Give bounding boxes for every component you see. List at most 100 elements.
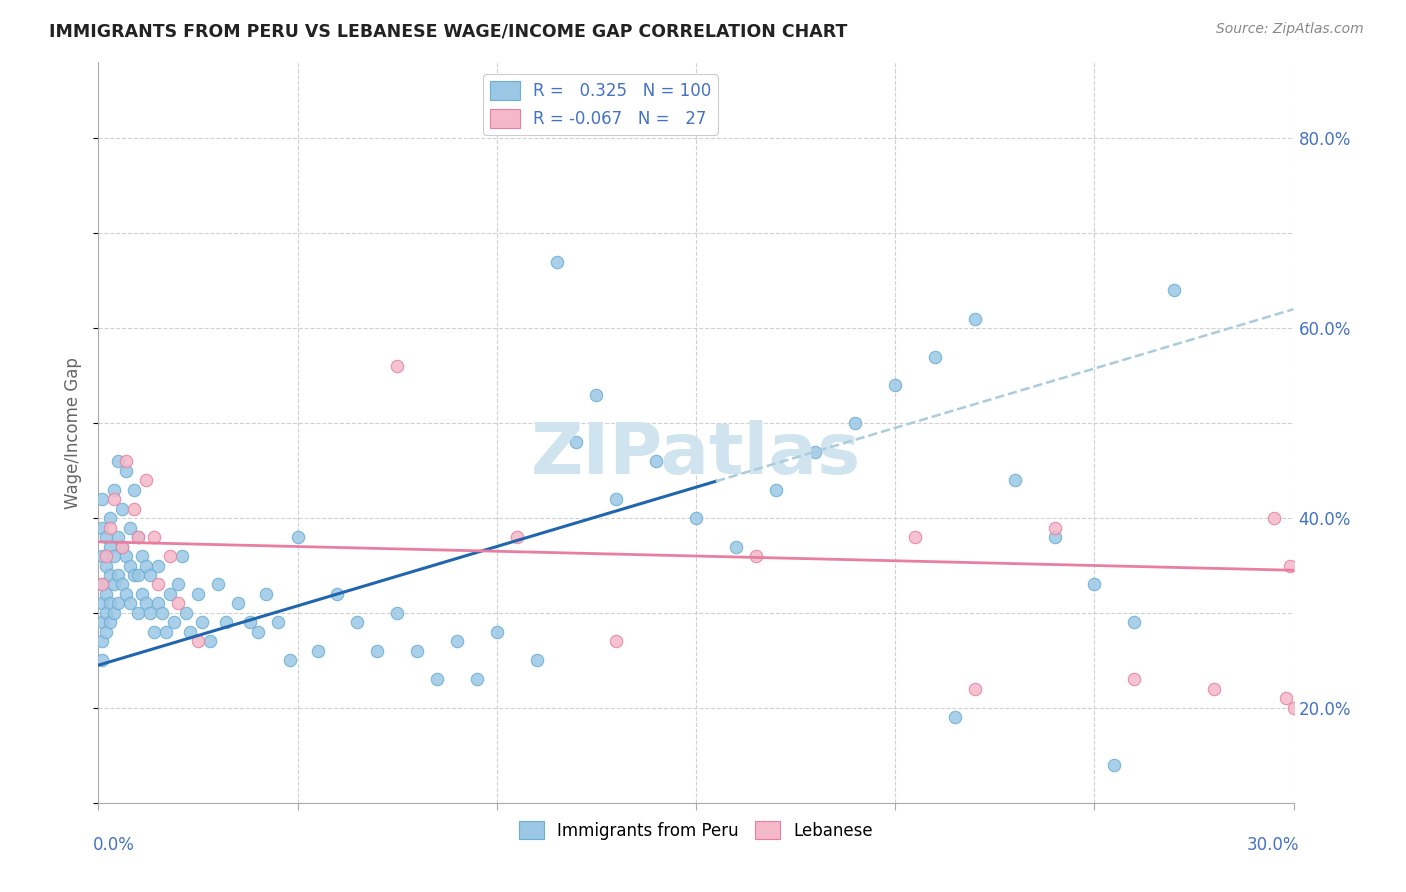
Point bbox=[307, 644, 329, 658]
Point bbox=[107, 597, 129, 611]
Point bbox=[385, 359, 409, 374]
Text: Source: ZipAtlas.com: Source: ZipAtlas.com bbox=[1216, 22, 1364, 37]
Point bbox=[98, 511, 122, 525]
Point bbox=[91, 577, 114, 591]
Point bbox=[111, 577, 134, 591]
Point bbox=[103, 606, 125, 620]
Point bbox=[107, 568, 129, 582]
Point bbox=[326, 587, 349, 601]
Point bbox=[98, 568, 122, 582]
Point bbox=[385, 606, 409, 620]
Point bbox=[107, 454, 129, 468]
Point bbox=[215, 615, 238, 630]
Point bbox=[98, 540, 122, 554]
Point bbox=[924, 350, 946, 364]
Point bbox=[96, 530, 118, 544]
Point bbox=[115, 587, 138, 601]
Point bbox=[143, 530, 166, 544]
Point bbox=[120, 597, 142, 611]
Point bbox=[187, 634, 209, 648]
Point bbox=[1123, 615, 1146, 630]
Point bbox=[765, 483, 787, 497]
Point bbox=[115, 549, 138, 563]
Point bbox=[1263, 511, 1285, 525]
Point bbox=[91, 653, 114, 667]
Text: IMMIGRANTS FROM PERU VS LEBANESE WAGE/INCOME GAP CORRELATION CHART: IMMIGRANTS FROM PERU VS LEBANESE WAGE/IN… bbox=[49, 22, 848, 40]
Point bbox=[685, 511, 707, 525]
Point bbox=[207, 577, 229, 591]
Point bbox=[605, 491, 627, 506]
Point bbox=[485, 624, 508, 639]
Point bbox=[103, 577, 125, 591]
Point bbox=[111, 540, 134, 554]
Point bbox=[605, 634, 627, 648]
Point bbox=[1083, 577, 1105, 591]
Point bbox=[963, 311, 986, 326]
Point bbox=[1004, 473, 1026, 487]
Point bbox=[127, 530, 149, 544]
Point bbox=[1104, 757, 1126, 772]
Point bbox=[1278, 558, 1301, 573]
Point bbox=[124, 483, 146, 497]
Point bbox=[254, 587, 277, 601]
Point bbox=[506, 530, 529, 544]
Point bbox=[135, 558, 157, 573]
Point bbox=[120, 520, 142, 534]
Point bbox=[346, 615, 368, 630]
Point bbox=[179, 624, 201, 639]
Point bbox=[246, 624, 269, 639]
Point bbox=[91, 615, 114, 630]
Point bbox=[148, 558, 170, 573]
Y-axis label: Wage/Income Gap: Wage/Income Gap bbox=[65, 357, 83, 508]
Point bbox=[91, 491, 114, 506]
Point bbox=[124, 501, 146, 516]
Text: 30.0%: 30.0% bbox=[1247, 836, 1299, 855]
Point bbox=[96, 558, 118, 573]
Point bbox=[585, 387, 607, 401]
Point bbox=[91, 549, 114, 563]
Point bbox=[155, 624, 177, 639]
Point bbox=[139, 568, 162, 582]
Point bbox=[103, 549, 125, 563]
Point bbox=[226, 597, 249, 611]
Point bbox=[745, 549, 768, 563]
Point bbox=[645, 454, 668, 468]
Point bbox=[884, 378, 907, 392]
Point bbox=[526, 653, 548, 667]
Point bbox=[127, 530, 149, 544]
Point bbox=[963, 681, 986, 696]
Point bbox=[1274, 691, 1296, 706]
Point bbox=[115, 464, 138, 478]
Point bbox=[565, 435, 588, 450]
Point bbox=[159, 549, 181, 563]
Point bbox=[163, 615, 186, 630]
Point bbox=[120, 558, 142, 573]
Point bbox=[1123, 673, 1146, 687]
Point bbox=[91, 520, 114, 534]
Point bbox=[91, 597, 114, 611]
Point bbox=[267, 615, 290, 630]
Point bbox=[174, 606, 197, 620]
Point bbox=[96, 624, 118, 639]
Point bbox=[366, 644, 388, 658]
Point bbox=[943, 710, 966, 724]
Point bbox=[148, 577, 170, 591]
Point bbox=[278, 653, 301, 667]
Point bbox=[1043, 530, 1066, 544]
Point bbox=[111, 540, 134, 554]
Point bbox=[98, 597, 122, 611]
Point bbox=[191, 615, 214, 630]
Point bbox=[139, 606, 162, 620]
Point bbox=[91, 577, 114, 591]
Point bbox=[131, 587, 153, 601]
Point bbox=[1163, 283, 1185, 297]
Point bbox=[96, 606, 118, 620]
Point bbox=[135, 473, 157, 487]
Point bbox=[98, 615, 122, 630]
Point bbox=[127, 606, 149, 620]
Point bbox=[465, 673, 488, 687]
Point bbox=[804, 444, 827, 458]
Point bbox=[1282, 701, 1305, 715]
Point bbox=[103, 491, 125, 506]
Point bbox=[148, 597, 170, 611]
